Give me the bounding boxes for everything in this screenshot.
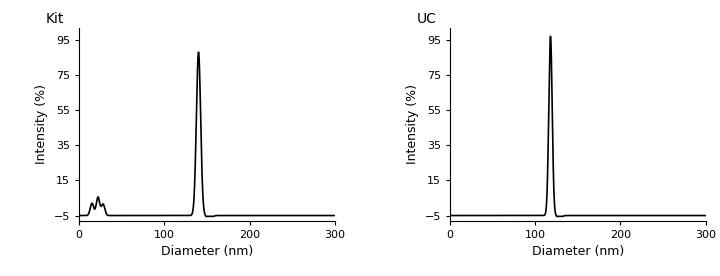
X-axis label: Diameter (nm): Diameter (nm)	[531, 245, 624, 258]
Text: Kit: Kit	[46, 12, 64, 26]
Y-axis label: Intensity (%): Intensity (%)	[406, 84, 419, 164]
Text: UC: UC	[417, 12, 436, 26]
X-axis label: Diameter (nm): Diameter (nm)	[161, 245, 253, 258]
Y-axis label: Intensity (%): Intensity (%)	[35, 84, 48, 164]
